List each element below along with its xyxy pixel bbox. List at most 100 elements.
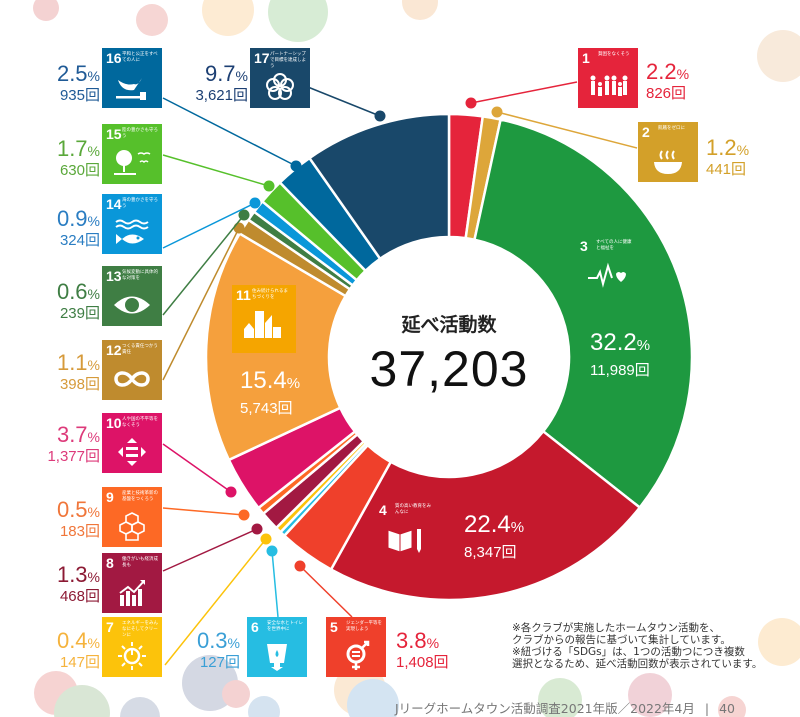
sdg-6-stat: 0.3% 127回 bbox=[160, 629, 240, 671]
activity-count: 147回 bbox=[59, 654, 100, 671]
leader-dot bbox=[225, 486, 237, 498]
sdg-title: 人や国の不平等をなくそう bbox=[122, 417, 158, 428]
leader-dot bbox=[263, 180, 275, 192]
leader-line bbox=[162, 227, 240, 381]
sdg-16-tile: 16 平和と公正をすべての人に bbox=[102, 48, 162, 108]
sdg-number: 5 bbox=[330, 619, 338, 635]
sdg-title: 陸の豊かさも守ろう bbox=[122, 128, 158, 139]
sdg-number: 4 bbox=[379, 502, 387, 518]
sdg-7-tile: 7 エネルギーをみんなにそしてクリーンに bbox=[102, 617, 162, 677]
percentage: 15.4% bbox=[240, 367, 301, 394]
sdg-13-stat: 0.6% 239回 bbox=[20, 280, 100, 322]
center-title: 延べ活動数 bbox=[401, 314, 497, 336]
leader-dot bbox=[251, 523, 263, 535]
activity-count: 11,989回 bbox=[590, 362, 650, 379]
sdg-14-stat: 0.9% 324回 bbox=[20, 207, 100, 249]
percentage: 3.8% bbox=[396, 628, 440, 653]
percentage: 1.2% bbox=[706, 135, 750, 160]
activity-count: 398回 bbox=[59, 376, 100, 393]
leader-dot bbox=[249, 197, 261, 209]
leader-dot bbox=[266, 545, 278, 557]
note-line: 選択となるため、延べ活動回数が表示されています。 bbox=[512, 658, 763, 670]
sdg-number: 1 bbox=[582, 50, 590, 66]
sdg-7-stat: 0.4% 147回 bbox=[20, 629, 100, 671]
activity-count: 183回 bbox=[59, 523, 100, 540]
leader-line bbox=[271, 550, 279, 618]
sdg-1-stat: 2.2% 826回 bbox=[646, 60, 726, 102]
sdg-6-tile: 6 安全な水とトイレを世界中に bbox=[247, 617, 307, 677]
sdg-16-stat: 2.5% 935回 bbox=[20, 62, 100, 104]
leader-line bbox=[162, 97, 297, 167]
leader-dot bbox=[238, 209, 250, 221]
sdg-15-stat: 1.7% 630回 bbox=[20, 137, 100, 179]
leader-dot bbox=[374, 110, 386, 122]
activity-count: 935回 bbox=[59, 87, 100, 104]
sdg-number: 13 bbox=[106, 268, 122, 284]
leader-dot bbox=[260, 533, 272, 545]
sdg-title: 貧困をなくそう bbox=[598, 52, 630, 57]
sdg-number: 7 bbox=[106, 619, 114, 635]
note-line: ※紐づける「SDGs」は、1つの活動つにつき複数 bbox=[512, 646, 745, 658]
percentage: 0.6% bbox=[56, 279, 100, 304]
sdg-number: 8 bbox=[106, 555, 114, 571]
page-footer: Jリーグホームタウン活動調査2021年版／2022年4月 | 40 bbox=[395, 698, 735, 717]
sdg-title: つくる責任つかう責任 bbox=[122, 344, 158, 355]
percentage: 1.7% bbox=[56, 136, 100, 161]
sdg-number: 12 bbox=[106, 342, 122, 358]
percentage: 0.5% bbox=[56, 497, 100, 522]
sdg-title: 平和と公正をすべての人に bbox=[122, 52, 158, 63]
sdg-15-tile: 15 陸の豊かさも守ろう bbox=[102, 124, 162, 184]
leader-line bbox=[496, 111, 638, 149]
center-total: 37,203 bbox=[369, 341, 529, 397]
sdg-12-tile: 12 つくる責任つかう責任 bbox=[102, 340, 162, 400]
activity-count: 1,377回 bbox=[47, 448, 100, 465]
leader-dot bbox=[294, 560, 306, 572]
sdg-4-stat: 22.4% 8,347回 bbox=[464, 512, 524, 562]
activity-count: 826回 bbox=[646, 85, 687, 102]
leader-dot bbox=[233, 222, 245, 234]
sdg-17-stat: 9.7% 3,621回 bbox=[168, 62, 248, 104]
sdg-number: 14 bbox=[106, 196, 122, 212]
leader-dot bbox=[238, 509, 250, 521]
leader-dot bbox=[491, 106, 503, 118]
percentage: 1.1% bbox=[56, 350, 100, 375]
activity-count: 3,621回 bbox=[195, 87, 248, 104]
sdg-number: 16 bbox=[106, 50, 122, 66]
note-line: クラブからの報告に基づいて集計しています。 bbox=[512, 634, 731, 646]
sdg-5-stat: 3.8% 1,408回 bbox=[396, 629, 476, 671]
activity-count: 630回 bbox=[59, 162, 100, 179]
activity-count: 5,743回 bbox=[240, 400, 293, 417]
activity-count: 8,347回 bbox=[464, 544, 517, 561]
percentage: 0.3% bbox=[196, 628, 240, 653]
percentage: 0.4% bbox=[56, 628, 100, 653]
sdg-2-tile: 2 飢餓をゼロに bbox=[638, 122, 698, 182]
sdg-number: 3 bbox=[580, 238, 588, 254]
sdg-title: 海の豊かさを守ろう bbox=[122, 198, 158, 209]
leader-line bbox=[162, 202, 256, 249]
sdg-11-stat: 15.4% 5,743回 bbox=[240, 368, 300, 418]
sdg-title: 安全な水とトイレを世界中に bbox=[267, 621, 303, 632]
page-number: 40 bbox=[719, 701, 736, 716]
sdg-number: 10 bbox=[106, 415, 122, 431]
leader-line bbox=[162, 528, 258, 572]
percentage: 22.4% bbox=[464, 511, 525, 538]
activity-count: 127回 bbox=[199, 654, 240, 671]
sdg-11-tile: 11 住み続けられるまちづくりを bbox=[232, 285, 296, 353]
sdg-10-tile: 10 人や国の不平等をなくそう bbox=[102, 413, 162, 473]
sdg-3-tile: 3 すべての人に健康と福祉を bbox=[576, 236, 636, 296]
percentage: 1.3% bbox=[56, 562, 100, 587]
sdg-title: 質の高い教育をみんなに bbox=[395, 504, 431, 515]
sdg-3-stat: 32.2% 11,989回 bbox=[590, 330, 650, 380]
sdg-title: ジェンダー平等を実現しよう bbox=[346, 621, 382, 632]
footer-separator: | bbox=[704, 701, 710, 716]
footnote: ※各クラブが実施したホームタウン活動を、 クラブからの報告に基づいて集計していま… bbox=[512, 622, 762, 670]
leader-line bbox=[299, 565, 353, 618]
sdg-14-tile: 14 海の豊かさを守ろう bbox=[102, 194, 162, 254]
sdg-10-stat: 3.7% 1,377回 bbox=[20, 423, 100, 465]
sdg-number: 17 bbox=[254, 50, 270, 66]
sdg-title: 気候変動に具体的な対策を bbox=[122, 270, 158, 281]
sdg-8-stat: 1.3% 468回 bbox=[20, 563, 100, 605]
percentage: 32.2% bbox=[590, 329, 651, 356]
sdg-number: 9 bbox=[106, 489, 114, 505]
